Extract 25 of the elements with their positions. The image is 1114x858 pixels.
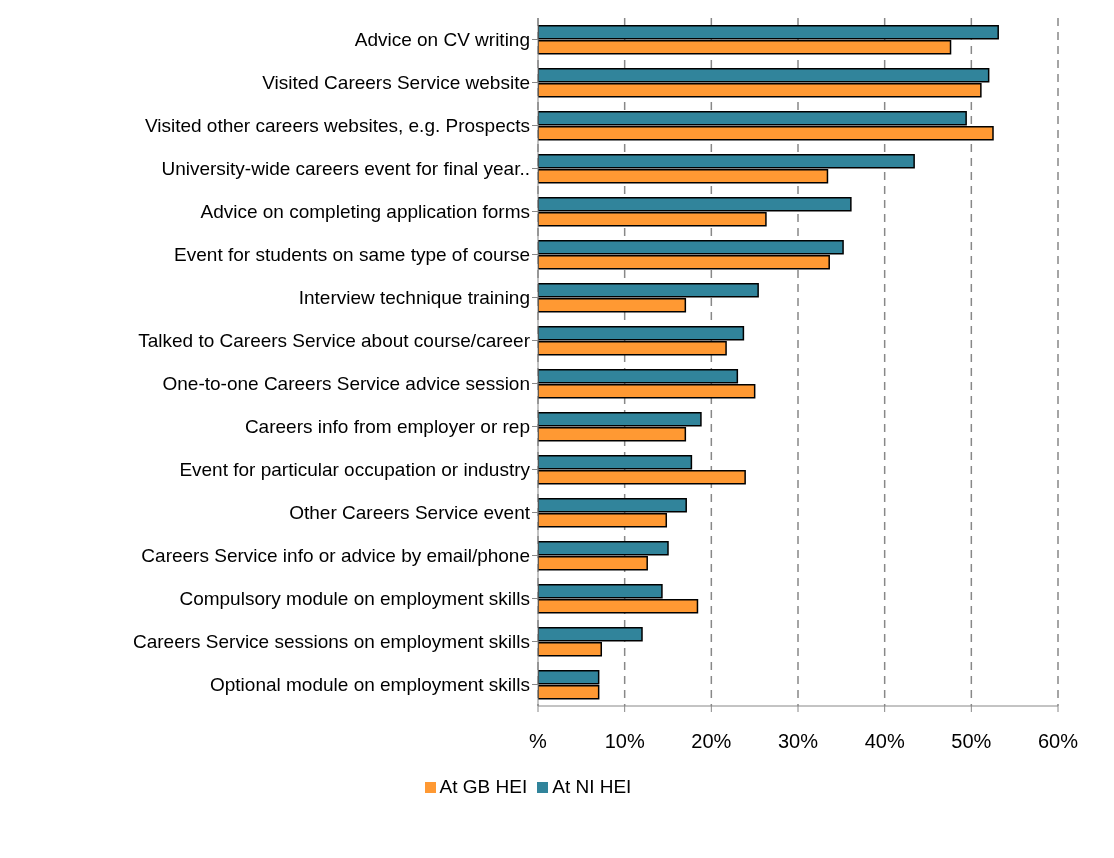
x-tick-label: 50% [951,730,992,753]
y-tick-label: Compulsory module on employment skills [179,588,530,610]
y-tick-label: Visited Careers Service website [262,72,530,94]
y-tick-label: University-wide careers event for final year.. [161,158,530,180]
legend-label: At NI HEI [552,776,632,797]
y-tick-label: Careers Service sessions on employment skills [132,631,530,653]
x-tick-label: 20% [691,730,732,753]
y-tick-label: Careers info from employer or rep [244,416,530,438]
x-tick-label: 60% [1037,730,1079,753]
x-tick-label: % [529,730,548,753]
y-tick-label: Advice on CV writing [354,29,530,51]
x-tick-label: 10% [604,730,645,753]
x-tick-label: 40% [864,730,905,753]
y-tick-label: Event for students on same type of course [174,244,530,266]
x-tick-label: 30% [777,730,819,753]
y-tick-label: Interview technique training [298,287,530,309]
y-tick-label: Optional module on employment skills [210,674,530,696]
y-tick-label: Event for particular occupation or industry [179,459,531,481]
y-tick-label: One-to-one Careers Service advice session [162,373,530,395]
y-tick-label: Other Careers Service event [289,502,531,524]
y-tick-label: Advice on completing application forms [200,201,530,223]
y-tick-label: Talked to Careers Service about course/career [138,330,531,352]
legend-label: At GB HEI [439,776,528,797]
y-tick-label: Visited other careers websites, e.g. Prospects [144,115,530,137]
y-tick-label: Careers Service info or advice by email/phone [141,545,530,567]
